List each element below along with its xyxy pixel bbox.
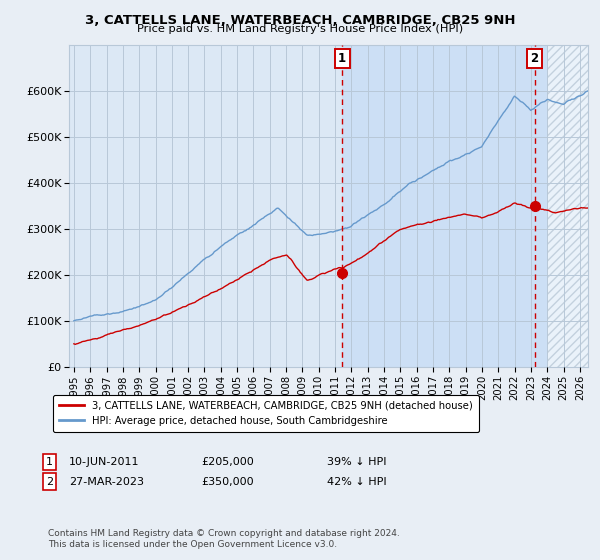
Text: 2: 2: [46, 477, 53, 487]
Text: 2: 2: [530, 52, 539, 65]
Text: 1: 1: [46, 457, 53, 467]
Bar: [342, 45, 588, 367]
Bar: [547, 45, 588, 367]
Text: 10-JUN-2011: 10-JUN-2011: [69, 457, 139, 467]
Legend: 3, CATTELLS LANE, WATERBEACH, CAMBRIDGE, CB25 9NH (detached house), HPI: Average: 3, CATTELLS LANE, WATERBEACH, CAMBRIDGE,…: [53, 394, 479, 432]
Text: £205,000: £205,000: [201, 457, 254, 467]
Text: Price paid vs. HM Land Registry's House Price Index (HPI): Price paid vs. HM Land Registry's House …: [137, 24, 463, 34]
Text: 27-MAR-2023: 27-MAR-2023: [69, 477, 144, 487]
Text: 42% ↓ HPI: 42% ↓ HPI: [327, 477, 386, 487]
Text: 1: 1: [338, 52, 346, 65]
Text: Contains HM Land Registry data © Crown copyright and database right 2024.
This d: Contains HM Land Registry data © Crown c…: [48, 529, 400, 549]
Text: 3, CATTELLS LANE, WATERBEACH, CAMBRIDGE, CB25 9NH: 3, CATTELLS LANE, WATERBEACH, CAMBRIDGE,…: [85, 14, 515, 27]
Text: £350,000: £350,000: [201, 477, 254, 487]
Text: 39% ↓ HPI: 39% ↓ HPI: [327, 457, 386, 467]
